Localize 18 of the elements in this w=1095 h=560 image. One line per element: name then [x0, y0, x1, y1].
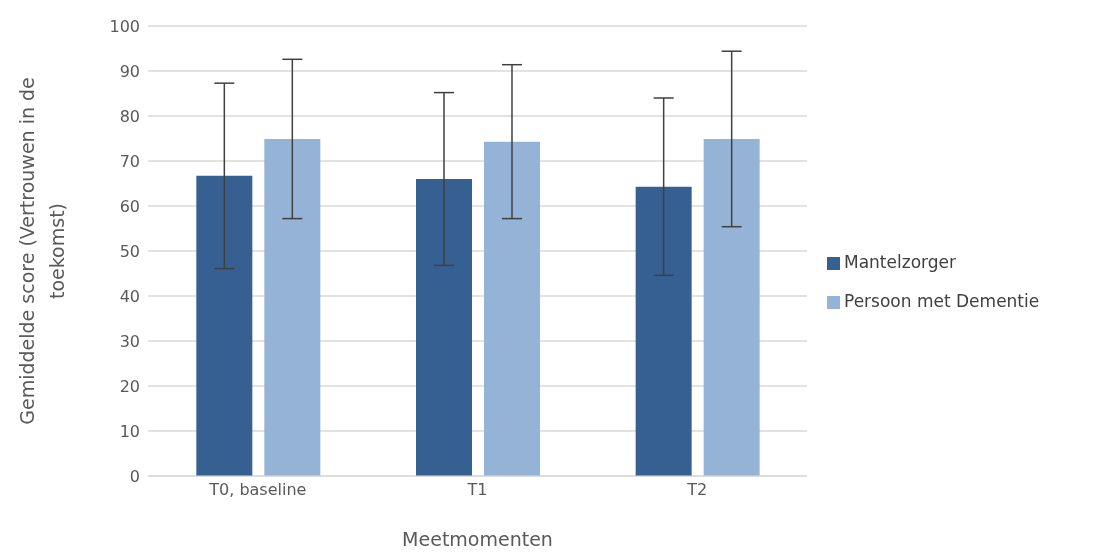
y-tick-label: 30 — [119, 331, 140, 351]
y-tick-label: 100 — [109, 16, 140, 36]
x-axis-title: Meetmomenten — [402, 528, 553, 550]
x-tick-label: T0, baseline — [208, 480, 307, 500]
x-tick-label: T1 — [466, 480, 488, 500]
legend-label: Persoon met Dementie — [844, 291, 1040, 311]
y-tick-label: 80 — [119, 106, 140, 126]
y-axis-title: Gemiddelde score (Vertrouwen in de toekomst) — [16, 77, 68, 425]
legend-label: Mantelzorger — [844, 252, 956, 272]
y-tick-label: 50 — [119, 241, 140, 261]
y-tick-label: 0 — [129, 466, 140, 486]
y-tick-label: 10 — [119, 421, 140, 441]
y-tick-label: 90 — [119, 61, 140, 81]
y-tick-label: 60 — [119, 196, 140, 216]
y-tick-label: 70 — [119, 151, 140, 171]
y-tick-label: 40 — [119, 286, 140, 306]
x-tick-label: T2 — [686, 480, 708, 500]
y-tick-label: 20 — [119, 376, 140, 396]
